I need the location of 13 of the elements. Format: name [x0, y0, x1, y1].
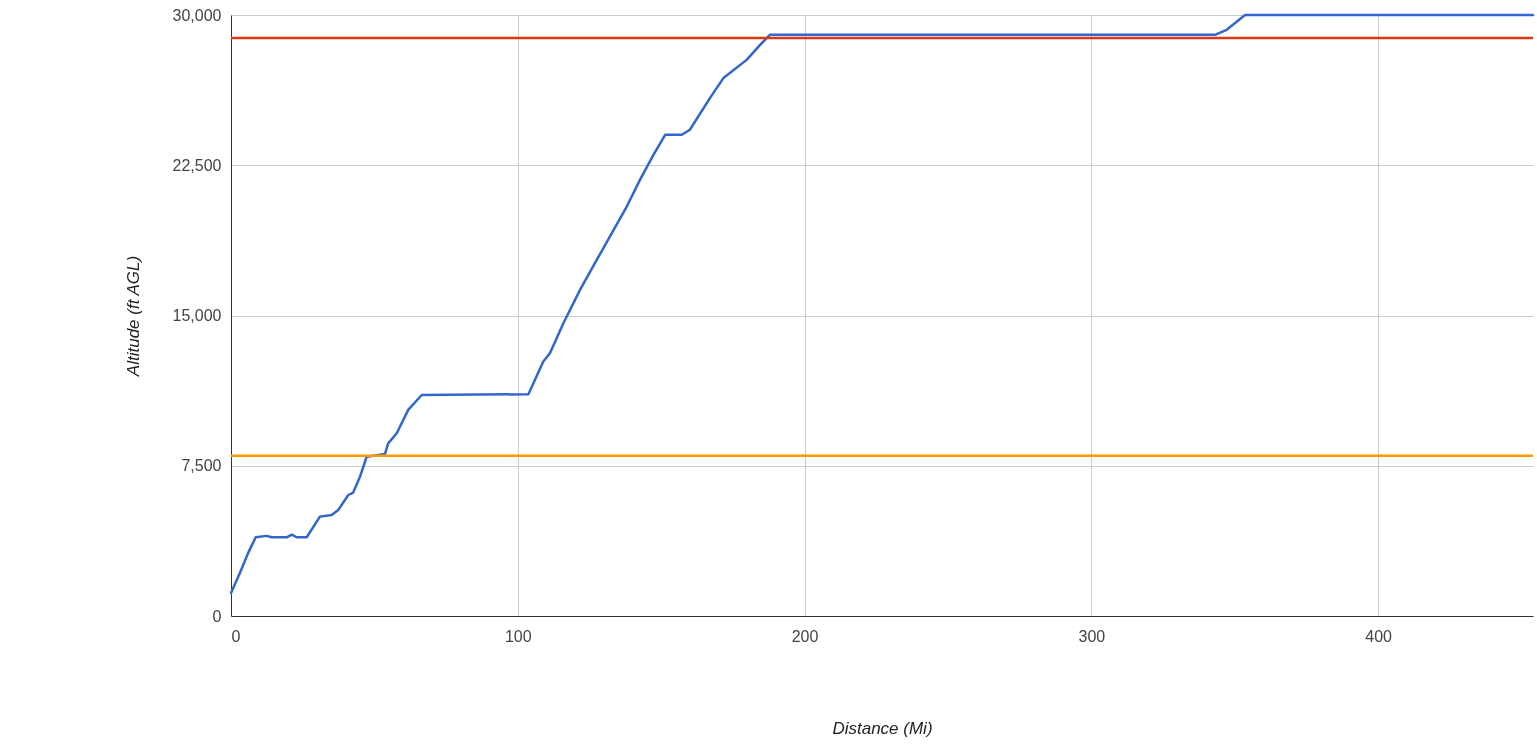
y-tick-label: 0	[212, 607, 222, 625]
x-tick-label: 200	[791, 627, 819, 645]
x-tick-label: 400	[1365, 627, 1393, 645]
x-tick-label: 100	[504, 627, 532, 645]
y-tick-label: 22,500	[172, 156, 222, 174]
y-tick-label: 30,000	[172, 6, 222, 24]
x-tick-label: 0	[231, 627, 241, 645]
x-axis-title: Distance (Mi)	[832, 718, 933, 738]
y-axis-title: Altitude (ft AGL)	[123, 255, 143, 378]
y-tick-label: 7,500	[181, 457, 222, 475]
x-tick-label: 300	[1078, 627, 1106, 645]
line-series	[229, 13, 1535, 595]
y-tick-label: 15,000	[172, 307, 222, 324]
